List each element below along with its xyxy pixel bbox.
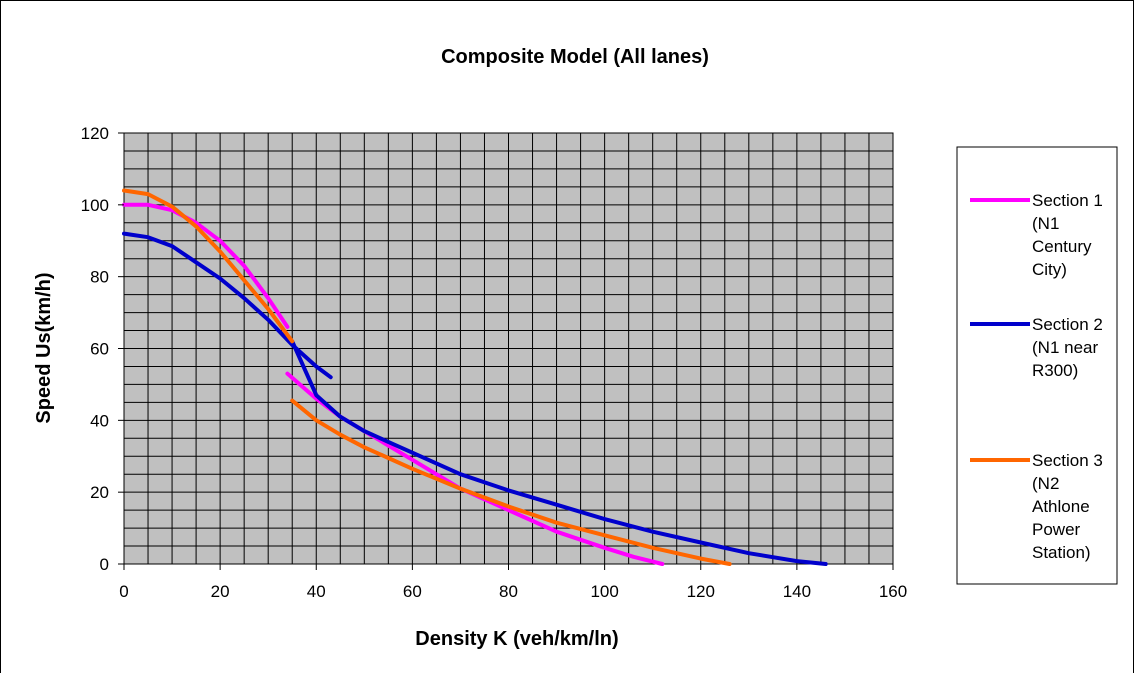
y-tick-label: 60 <box>90 340 109 359</box>
x-tick-label: 140 <box>783 582 811 601</box>
series-3-line-segment-1 <box>122 188 295 344</box>
x-tick-label: 80 <box>499 582 518 601</box>
y-tick-label: 120 <box>81 124 109 143</box>
y-tick-label: 40 <box>90 411 109 430</box>
y-tick-label: 80 <box>90 268 109 287</box>
series-2-line-segment-2 <box>290 339 828 566</box>
x-tick-label: 120 <box>687 582 715 601</box>
series-3-line-segment-2 <box>290 398 732 566</box>
legend-label-1: Century <box>1032 237 1092 256</box>
legend-label-1: Section 1 <box>1032 191 1103 210</box>
legend-label-2: Section 2 <box>1032 315 1103 334</box>
legend-label-2: R300) <box>1032 361 1078 380</box>
x-tick-label: 40 <box>307 582 326 601</box>
series-2-line-segment-1 <box>122 231 333 380</box>
x-axis-title: Density K (veh/km/ln) <box>415 628 618 650</box>
legend-label-3: Section 3 <box>1032 451 1103 470</box>
legend: Section 1 (N1 Century City) Section 2 (N1 nea… <box>956 146 1118 585</box>
legend-label-3: (N2 <box>1032 474 1059 493</box>
chart-title: Composite Model (All lanes) <box>441 46 709 68</box>
series-1-line-segment-1 <box>122 202 290 329</box>
legend-label-3: Power <box>1032 520 1081 539</box>
x-tick-label: 160 <box>879 582 907 601</box>
legend-box <box>956 146 1118 585</box>
x-tick-label: 0 <box>119 582 128 601</box>
x-tick-label: 100 <box>590 582 618 601</box>
legend-label-3: Station) <box>1032 543 1091 562</box>
y-tick-label: 100 <box>81 196 109 215</box>
series-2 <box>122 231 828 566</box>
legend-label-1: City) <box>1032 260 1067 279</box>
legend-label-1: (N1 <box>1032 214 1059 233</box>
y-tick-label: 20 <box>90 483 109 502</box>
y-axis-title: Speed Us(km/h) <box>33 272 55 423</box>
x-tick-label: 60 <box>403 582 422 601</box>
legend-label-2: (N1 near <box>1032 338 1098 357</box>
series-3 <box>122 188 732 566</box>
legend-label-3: Athlone <box>1032 497 1090 516</box>
y-tick-label: 0 <box>100 555 109 574</box>
x-tick-label: 20 <box>211 582 230 601</box>
